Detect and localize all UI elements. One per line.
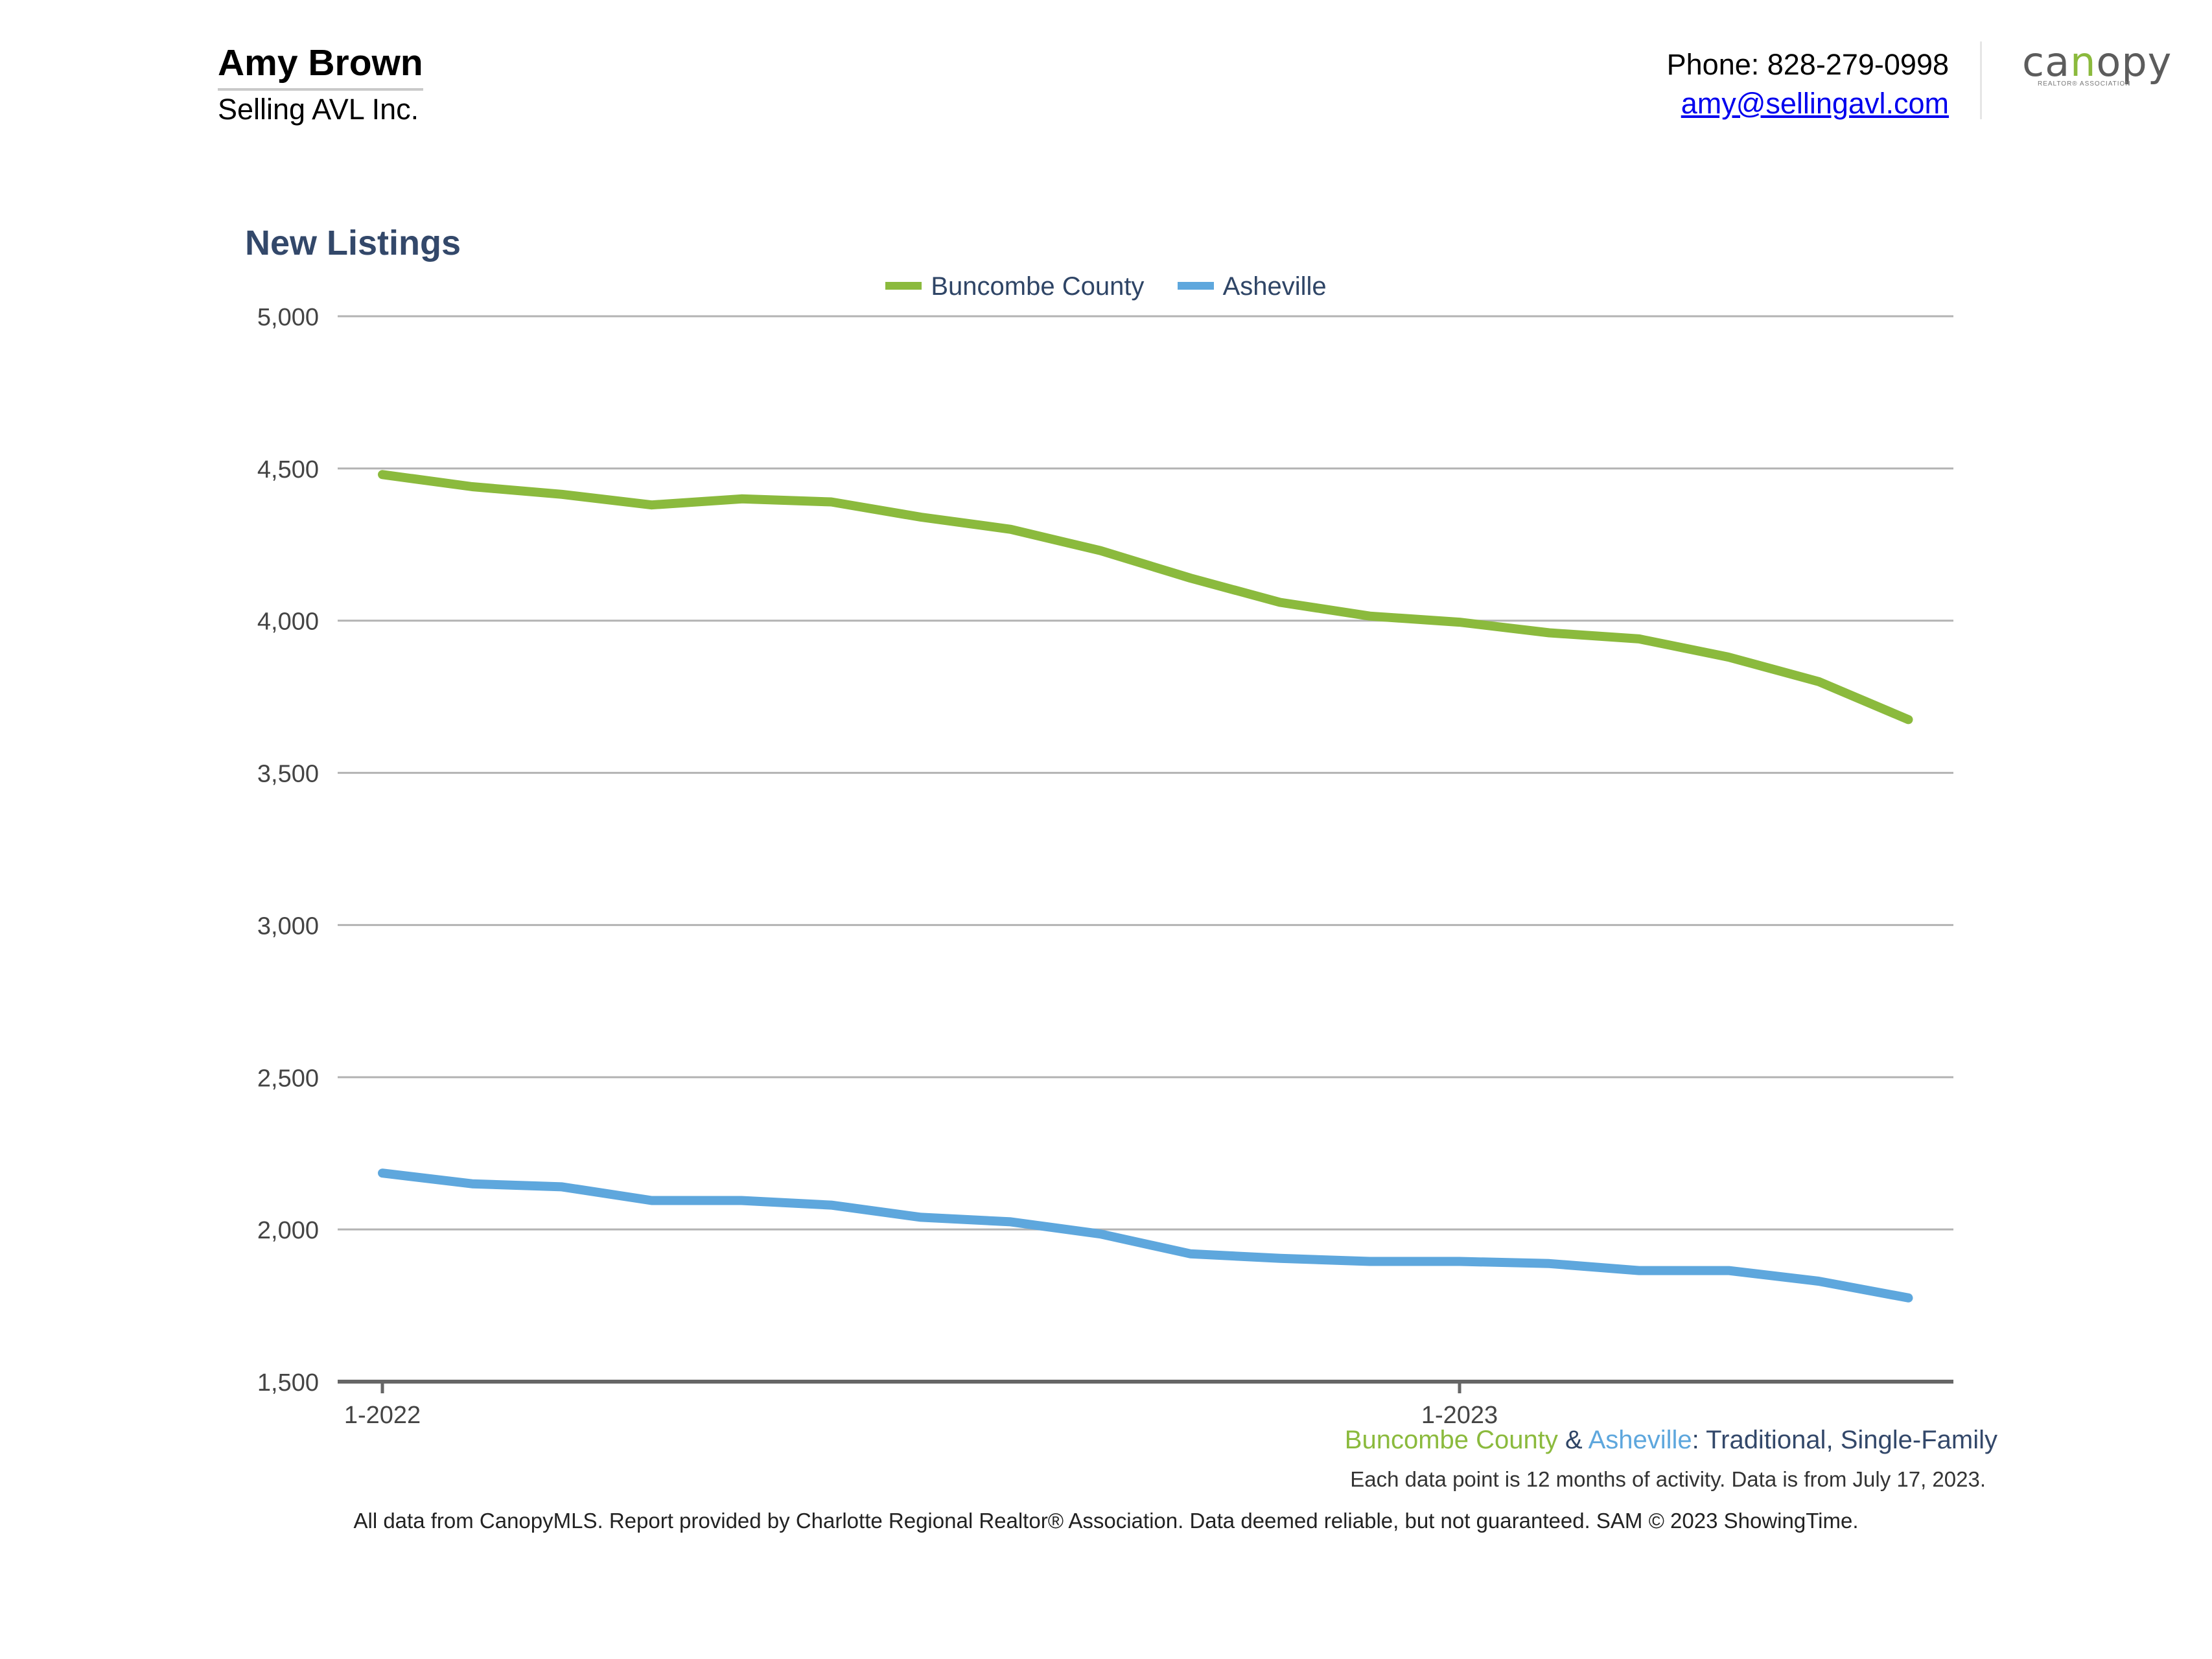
series-line-buncombe xyxy=(378,470,1913,725)
canopy-logo: canopy REALTOR® ASSOCIATION xyxy=(2022,38,2171,106)
subtitle-comma: , xyxy=(1826,1426,1834,1454)
chart-legend: Buncombe County Asheville xyxy=(0,272,2212,301)
legend-swatch-buncombe xyxy=(885,282,922,290)
agent-name: Amy Brown xyxy=(218,41,423,91)
series-line-asheville xyxy=(378,1168,1913,1303)
x-tick-label: 1-2023 xyxy=(1421,1402,1498,1429)
subtitle-colon: : xyxy=(1692,1426,1699,1454)
y-tick-label: 2,000 xyxy=(257,1217,319,1244)
email-link[interactable]: amy@sellingavl.com xyxy=(1681,87,1949,120)
phone-number: Phone: 828-279-0998 xyxy=(1666,48,1949,81)
header-divider xyxy=(1980,41,1982,119)
data-note: Each data point is 12 months of activity… xyxy=(1350,1467,1986,1491)
subtitle-asheville: Asheville xyxy=(1588,1426,1692,1454)
legend-item-asheville: Asheville xyxy=(1177,272,1327,301)
chart-subtitle: Buncombe County & Asheville: Traditional… xyxy=(1345,1426,1997,1455)
y-tick-label: 2,500 xyxy=(257,1065,319,1092)
logo-text-post: opy xyxy=(2096,38,2172,86)
x-tick-label: 1-2022 xyxy=(344,1402,421,1429)
y-tick-label: 4,000 xyxy=(257,609,319,636)
report-footer: All data from CanopyMLS. Report provided… xyxy=(353,1509,1859,1533)
legend-item-buncombe: Buncombe County xyxy=(885,272,1144,301)
logo-text-o: n xyxy=(2070,38,2097,86)
y-tick-label: 1,500 xyxy=(257,1369,319,1397)
agent-company: Selling AVL Inc. xyxy=(218,93,419,126)
y-tick-label: 3,500 xyxy=(257,761,319,788)
y-tick-label: 5,000 xyxy=(257,304,319,331)
subtitle-buncombe: Buncombe County xyxy=(1344,1426,1558,1454)
legend-label-asheville: Asheville xyxy=(1222,272,1327,301)
y-tick-label: 3,000 xyxy=(257,912,319,940)
contact-block: Phone: 828-279-0998 amy@sellingavl.com xyxy=(1667,45,1949,123)
y-tick-label: 4,500 xyxy=(257,456,319,483)
legend-label-buncombe: Buncombe County xyxy=(931,272,1145,301)
legend-swatch-asheville xyxy=(1177,282,1214,290)
subtitle-amp: & xyxy=(1557,1426,1589,1454)
logo-text-pre: ca xyxy=(2022,38,2071,86)
subtitle-traditional: Traditional xyxy=(1706,1426,1826,1454)
subtitle-single-family: Single-Family xyxy=(1840,1426,1997,1454)
logo-subtitle: REALTOR® ASSOCIATION xyxy=(2038,80,2131,87)
chart-title: New Listings xyxy=(245,224,461,262)
